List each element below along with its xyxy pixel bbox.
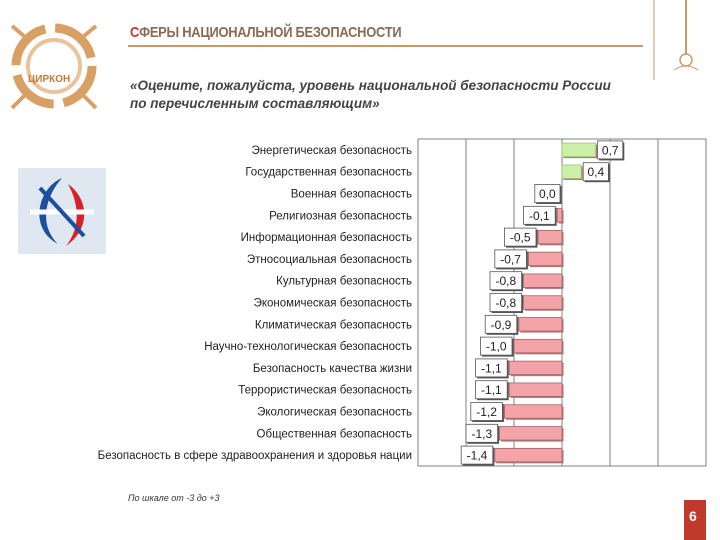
data-label: 0,7 — [602, 143, 619, 157]
data-label: -1,2 — [476, 405, 497, 419]
data-label-box — [475, 380, 508, 400]
category-label: Безопасность в сфере здравоохранения и з… — [98, 450, 412, 462]
category-label: Климатическая безопасность — [255, 319, 412, 331]
bar — [523, 295, 563, 310]
data-label-box — [475, 358, 508, 378]
bar — [508, 382, 563, 397]
slide-subtitle: «Оцените, пожалуйста, уровень национальн… — [130, 77, 650, 113]
data-label-box — [489, 271, 523, 291]
category-label: Военная безопасность — [291, 189, 412, 201]
data-label: -1,3 — [471, 427, 492, 441]
page-number: 6 — [689, 508, 697, 524]
bar — [513, 338, 563, 354]
data-label-box — [534, 184, 561, 203]
category-label: Энергетическая безопасность — [251, 145, 412, 157]
logo-label: ЦИРКОН — [28, 74, 71, 85]
data-label: -1,1 — [481, 383, 502, 397]
category-label: Культурная безопасность — [276, 276, 412, 288]
bar — [503, 404, 563, 419]
bar — [494, 447, 563, 463]
bar — [508, 360, 563, 376]
title-underline — [128, 45, 643, 47]
scale-note: По шкале от -3 до +3 — [128, 493, 220, 503]
data-label-box — [460, 445, 494, 465]
data-label-box — [484, 314, 518, 334]
data-label: 0,4 — [587, 165, 604, 179]
category-label: Террористическая безопасность — [238, 385, 412, 397]
category-label: Безопасность качества жизни — [253, 363, 412, 375]
data-label-box — [503, 227, 537, 247]
category-label: Информационная безопасность — [241, 232, 412, 244]
subtitle-line-2: по перечисленным составляющим» — [130, 96, 380, 111]
data-label: -1,4 — [467, 449, 488, 463]
corner-decoration — [653, 0, 699, 80]
data-label: -0,9 — [491, 318, 512, 332]
data-label: -1,1 — [481, 361, 502, 375]
category-label: Этносоциальная безопасность — [247, 254, 412, 266]
data-label-box — [465, 423, 499, 443]
data-label: -0,5 — [510, 231, 531, 245]
data-label-box — [470, 402, 503, 421]
bar — [528, 251, 563, 267]
category-label: Научно-технологическая безопасность — [204, 341, 412, 353]
data-label-box — [523, 205, 556, 225]
page-number-badge: 6 — [684, 500, 706, 540]
data-label-box — [494, 249, 527, 269]
category-label: Экономическая безопасность — [254, 298, 412, 310]
bar — [537, 229, 563, 245]
category-label: Экологическая безопасность — [257, 407, 412, 419]
bar — [561, 164, 582, 179]
data-label-box — [582, 162, 609, 182]
data-label-box — [479, 336, 513, 356]
data-label: -0,8 — [495, 296, 516, 310]
data-label: 0,0 — [539, 187, 556, 201]
bar — [556, 208, 563, 223]
data-label-box — [597, 140, 624, 160]
category-label: Общественная безопасность — [257, 428, 412, 440]
data-label: -1,0 — [486, 340, 507, 354]
data-label: -0,7 — [500, 252, 521, 266]
subtitle-line-1: «Оцените, пожалуйста, уровень национальн… — [130, 78, 611, 93]
bar — [499, 426, 563, 441]
bar — [561, 142, 596, 158]
data-label: -0,8 — [495, 274, 516, 288]
data-label: -0,1 — [529, 209, 550, 223]
bar — [523, 273, 563, 288]
company-logo — [10, 23, 98, 110]
category-label: Религиозная безопасность — [269, 210, 412, 222]
emblem-logo — [18, 168, 106, 254]
category-label: Государственная безопасность — [245, 167, 412, 179]
slide-title: СФЕРЫ НАЦИОНАЛЬНОЙ БЕЗОПАСНОСТИ — [130, 24, 402, 41]
data-label-box — [489, 293, 523, 312]
bar — [518, 317, 563, 332]
